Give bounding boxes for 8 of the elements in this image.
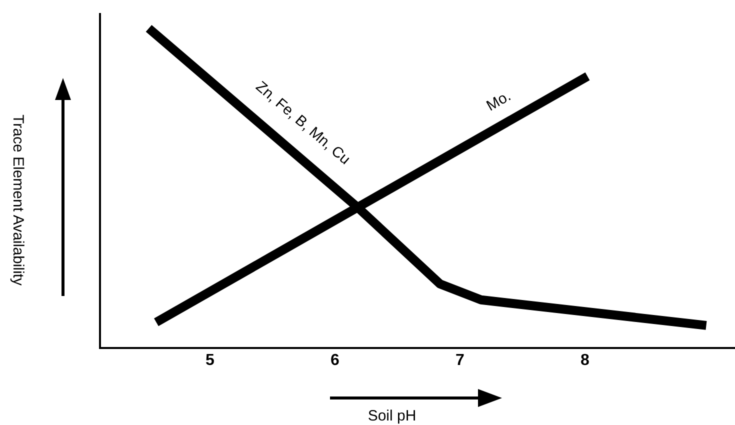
y-axis-title: Trace Element Availability xyxy=(10,114,26,286)
x-tick-label: 6 xyxy=(330,352,340,369)
x-axis-title: Soil pH xyxy=(368,408,416,424)
x-tick-label: 7 xyxy=(456,352,465,369)
x-tick-label: 8 xyxy=(580,352,590,369)
text: Zn, Fe, B, Mn, Cu xyxy=(252,78,354,168)
x-tick-label: 5 xyxy=(206,352,215,369)
text: Mo. xyxy=(484,88,514,115)
